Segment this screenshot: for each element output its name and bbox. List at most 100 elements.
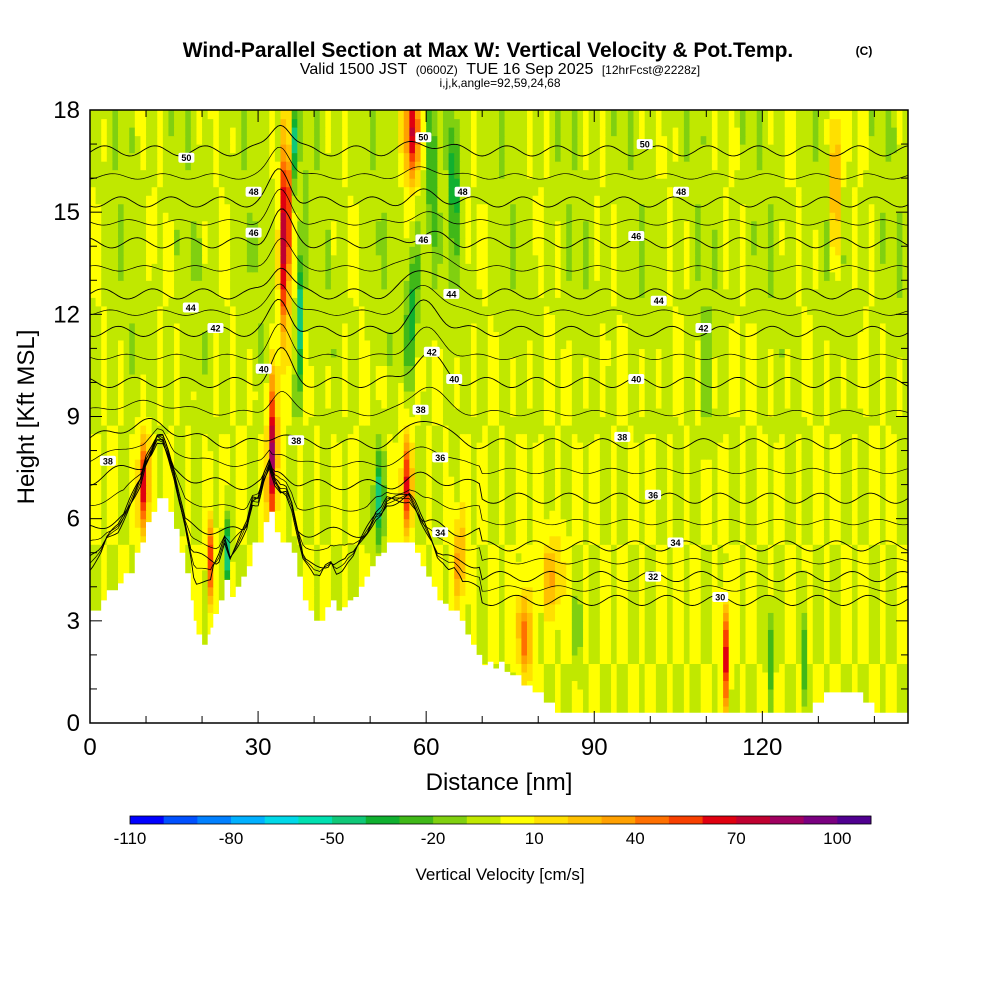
w-cell [174,442,181,452]
w-cell [874,476,881,486]
w-cell [846,518,853,528]
w-cell [420,552,427,562]
w-cell [695,527,702,537]
w-cell [230,544,237,554]
w-cell [829,637,836,647]
w-cell [734,697,741,707]
w-cell [779,705,786,716]
w-cell [235,510,242,520]
w-cell [891,688,898,699]
w-cell [795,433,803,443]
w-cell [711,561,719,571]
w-cell [476,433,483,443]
w-cell [879,629,887,639]
w-cell [353,569,360,579]
w-cell [555,518,562,528]
w-cell [773,484,780,494]
w-cell [560,552,567,562]
w-cell [465,586,472,596]
w-cell [863,620,870,630]
w-cell [487,603,494,613]
w-cell [532,510,539,520]
w-cell [655,680,663,690]
w-cell [487,578,494,588]
w-cell [538,586,545,596]
w-cell [818,493,825,503]
w-cell [185,450,192,460]
w-cell [829,433,836,443]
w-cell [414,484,422,494]
w-cell [868,467,875,477]
w-cell [308,442,315,452]
w-cell [314,518,321,528]
w-cell [756,518,763,528]
w-cell [605,586,612,596]
w-cell [235,527,242,537]
w-cell [812,433,819,443]
w-cell [521,510,528,520]
w-cell [767,535,775,545]
w-cell [358,569,366,579]
w-cell [90,552,97,562]
w-cell [633,680,640,690]
w-cell [364,493,371,503]
w-cell [678,467,685,477]
w-cell [230,578,237,588]
w-cell [493,646,500,656]
w-cell [527,637,534,647]
w-cell [459,501,466,511]
w-cell [482,603,489,613]
w-cell [510,433,517,443]
w-cell [863,671,870,682]
w-cell [706,654,713,664]
w-cell [902,510,908,520]
w-cell [566,467,573,477]
w-cell [588,586,595,596]
w-cell [739,527,747,537]
w-cell [190,535,198,545]
w-cell [611,561,618,571]
w-cell [784,688,791,699]
w-cell [661,544,668,554]
w-cell [723,697,730,707]
w-cell [499,629,506,639]
w-cell [627,544,635,554]
w-cell [762,646,769,656]
w-cell [857,637,864,647]
w-cell [549,552,556,562]
w-cell [224,484,231,494]
w-cell [560,527,567,537]
w-cell [868,450,875,460]
w-cell [308,450,315,460]
w-cell [151,450,158,460]
w-cell [140,501,147,511]
w-cell [594,527,601,537]
w-cell [151,459,158,469]
w-cell [571,552,579,562]
w-cell [588,595,595,605]
w-cell [196,620,203,630]
w-cell [235,450,242,460]
w-cell [336,510,343,520]
w-cell [252,518,259,528]
w-cell [644,484,651,494]
w-cell [812,459,819,469]
w-cell [218,484,226,494]
w-cell [706,603,713,613]
w-cell [347,595,354,605]
w-cell [812,493,819,503]
w-cell [330,544,338,554]
w-cell [728,442,735,452]
w-cell [190,527,198,537]
w-cell [330,459,338,469]
w-cell [202,425,209,435]
w-cell [482,518,489,528]
w-cell [655,476,663,486]
w-cell [571,535,579,545]
w-cell [555,501,562,511]
w-cell [700,671,707,682]
w-cell [655,637,663,647]
w-cell [650,680,657,690]
w-cell [538,433,545,443]
w-cell [611,663,618,673]
